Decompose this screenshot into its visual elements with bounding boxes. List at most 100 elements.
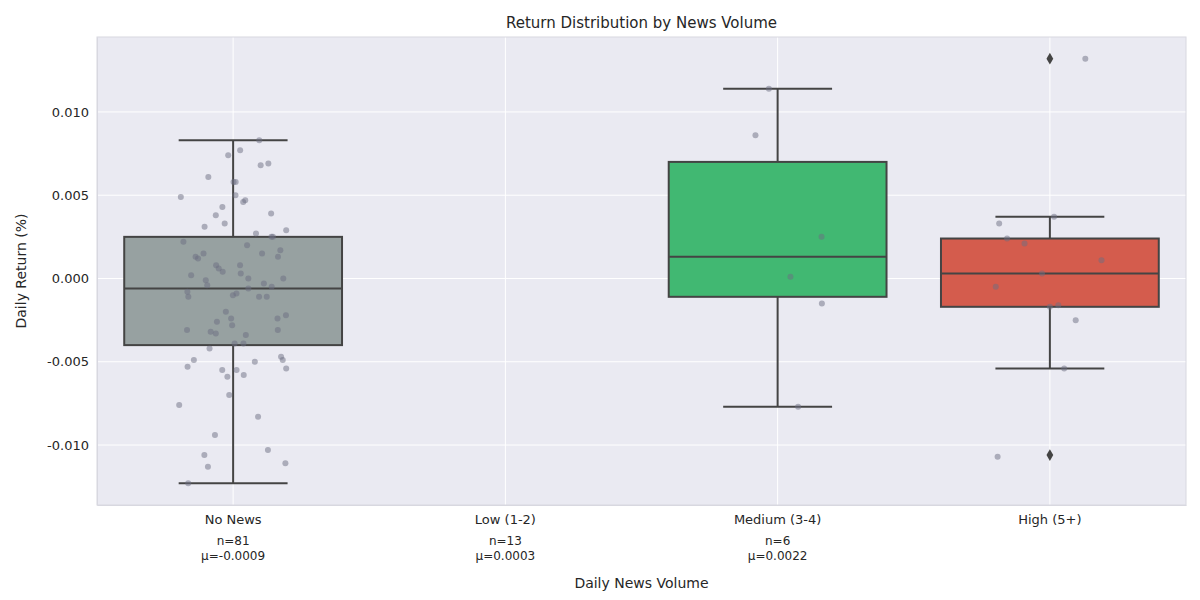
cap-upper bbox=[179, 139, 288, 141]
title: Return Distribution by News Volume bbox=[506, 14, 777, 32]
y-tick-label: 0.005 bbox=[52, 188, 89, 203]
median bbox=[941, 272, 1159, 274]
point bbox=[752, 132, 758, 138]
chart: -0.010 -0.005 0.000 0.005 0.010 No News Low (1… bbox=[0, 0, 1200, 600]
mean-label: μ=0.0022 bbox=[748, 549, 808, 563]
box bbox=[941, 53, 1159, 461]
cap-lower bbox=[179, 482, 288, 484]
cap-lower bbox=[995, 367, 1104, 369]
whisker-upper bbox=[1049, 217, 1051, 239]
plot-frame bbox=[97, 37, 1186, 505]
point bbox=[1004, 236, 1010, 242]
point bbox=[1082, 56, 1088, 62]
n-label: n=6 bbox=[765, 534, 790, 548]
point bbox=[766, 86, 772, 92]
x-axis: No NewsLow (1-2)Medium (3-4)High (5+) bbox=[98, 505, 1187, 527]
point bbox=[213, 330, 219, 336]
point bbox=[265, 447, 271, 453]
point bbox=[819, 234, 825, 240]
plot-background bbox=[97, 37, 1186, 505]
point bbox=[261, 280, 267, 286]
point bbox=[1022, 241, 1028, 247]
point bbox=[996, 221, 1002, 227]
x-tick: Low (1-2) bbox=[475, 505, 536, 527]
point bbox=[243, 332, 249, 338]
y-tick-label: -0.005 bbox=[47, 354, 89, 369]
point bbox=[191, 357, 197, 363]
y-axis: -0.010 -0.005 0.000 0.005 0.010 bbox=[47, 38, 97, 506]
point bbox=[224, 374, 230, 380]
y-tick-label: -0.010 bbox=[47, 438, 89, 453]
box bbox=[669, 89, 887, 407]
point bbox=[219, 204, 225, 210]
point bbox=[188, 272, 194, 278]
point bbox=[1051, 214, 1057, 220]
median bbox=[669, 256, 887, 258]
y-tick: -0.010 bbox=[47, 438, 97, 453]
point bbox=[283, 365, 289, 371]
point bbox=[204, 282, 210, 288]
point bbox=[1061, 365, 1067, 371]
point bbox=[226, 392, 232, 398]
point bbox=[268, 211, 274, 217]
x-tick: Medium (3-4) bbox=[734, 505, 822, 527]
point bbox=[228, 315, 234, 321]
grid-line-y bbox=[97, 195, 1186, 196]
n-label: n=81 bbox=[217, 534, 250, 548]
annotations: n=81μ=-0.0009n=13μ=0.0003n=6μ=0.0022 bbox=[201, 534, 807, 563]
plot: -0.010 -0.005 0.000 0.005 0.010 No News Low (1… bbox=[47, 37, 1186, 563]
point bbox=[253, 231, 259, 237]
cap-upper bbox=[995, 216, 1104, 218]
x-tick-label: No News bbox=[205, 512, 262, 527]
flier bbox=[1046, 53, 1053, 65]
point bbox=[275, 315, 281, 321]
point bbox=[1073, 317, 1079, 323]
point bbox=[212, 432, 218, 438]
point bbox=[205, 464, 211, 470]
point bbox=[244, 242, 250, 248]
point bbox=[256, 137, 262, 143]
x-tick-label: Low (1-2) bbox=[475, 512, 536, 527]
point bbox=[233, 290, 239, 296]
point bbox=[265, 161, 271, 167]
grid-line-y bbox=[97, 445, 1186, 446]
point bbox=[795, 404, 801, 410]
point bbox=[207, 345, 213, 351]
point bbox=[178, 194, 184, 200]
point bbox=[283, 227, 289, 233]
point bbox=[238, 270, 244, 276]
point bbox=[214, 319, 220, 325]
point bbox=[237, 147, 243, 153]
point bbox=[201, 251, 207, 257]
point bbox=[282, 460, 288, 466]
n-label: n=13 bbox=[489, 534, 522, 548]
point bbox=[184, 289, 190, 295]
point bbox=[185, 294, 191, 300]
y-axis-line bbox=[97, 38, 98, 506]
point bbox=[184, 327, 190, 333]
grid-line-y bbox=[97, 111, 1186, 112]
point bbox=[234, 367, 240, 373]
point bbox=[219, 367, 225, 373]
point bbox=[252, 359, 258, 365]
y-tick: 0.010 bbox=[52, 105, 97, 120]
point bbox=[819, 300, 825, 306]
y-tick: -0.005 bbox=[47, 354, 97, 369]
point bbox=[222, 221, 228, 227]
x-tick-label: Medium (3-4) bbox=[734, 512, 822, 527]
point bbox=[176, 402, 182, 408]
y-tick: 0.000 bbox=[52, 271, 97, 286]
point bbox=[280, 357, 286, 363]
flier bbox=[1046, 449, 1053, 461]
mean-label: μ=-0.0009 bbox=[201, 549, 265, 563]
point bbox=[241, 372, 247, 378]
whisker-lower bbox=[1049, 307, 1051, 369]
x-tick: No News bbox=[205, 505, 262, 527]
point bbox=[1055, 302, 1061, 308]
point bbox=[208, 329, 214, 335]
point bbox=[275, 327, 281, 333]
point bbox=[232, 192, 238, 198]
y-axis-title: Daily Return (%) bbox=[13, 213, 29, 328]
point bbox=[245, 275, 251, 281]
whisker-upper bbox=[777, 89, 779, 162]
